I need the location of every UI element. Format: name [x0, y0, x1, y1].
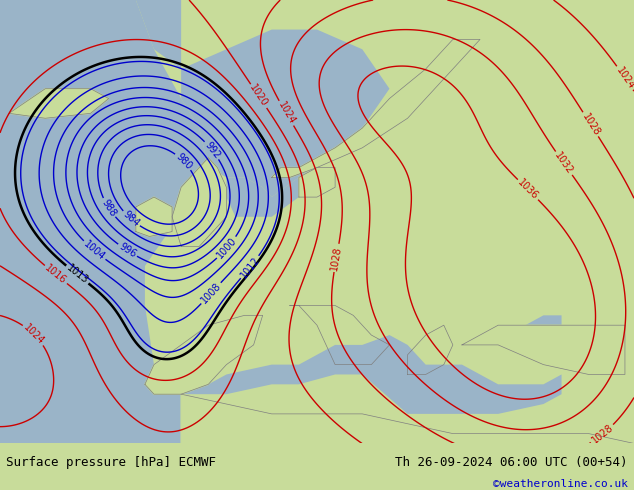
Text: 988: 988 — [100, 197, 118, 218]
Text: 1024: 1024 — [22, 322, 46, 346]
Text: ©weatheronline.co.uk: ©weatheronline.co.uk — [493, 479, 628, 489]
Polygon shape — [272, 39, 480, 177]
Polygon shape — [136, 197, 172, 237]
Polygon shape — [226, 168, 317, 217]
Polygon shape — [145, 316, 262, 394]
Text: 1024: 1024 — [614, 65, 634, 91]
Polygon shape — [181, 394, 634, 443]
Polygon shape — [172, 158, 226, 246]
Text: 1004: 1004 — [82, 239, 107, 262]
Text: 1028: 1028 — [330, 245, 344, 271]
Text: 1008: 1008 — [199, 281, 223, 306]
Polygon shape — [480, 316, 562, 345]
Text: Th 26-09-2024 06:00 UTC (00+54): Th 26-09-2024 06:00 UTC (00+54) — [395, 457, 628, 469]
Text: 1032: 1032 — [553, 150, 575, 176]
Text: 1000: 1000 — [215, 235, 239, 260]
Text: 996: 996 — [117, 241, 138, 260]
Text: 1016: 1016 — [43, 263, 68, 286]
Text: 1012: 1012 — [238, 254, 262, 280]
Text: 1020: 1020 — [248, 83, 269, 109]
Polygon shape — [462, 325, 625, 374]
Polygon shape — [299, 168, 335, 197]
Text: 980: 980 — [174, 151, 193, 172]
Polygon shape — [0, 0, 209, 443]
Text: 984: 984 — [121, 209, 141, 229]
Text: 1028: 1028 — [590, 422, 615, 446]
Text: 992: 992 — [202, 140, 222, 161]
Text: Surface pressure [hPa] ECMWF: Surface pressure [hPa] ECMWF — [6, 457, 216, 469]
Polygon shape — [9, 89, 108, 118]
Text: 1013: 1013 — [65, 263, 90, 286]
Text: 1036: 1036 — [515, 177, 540, 202]
Text: 1028: 1028 — [580, 111, 602, 137]
Polygon shape — [181, 335, 562, 414]
Polygon shape — [136, 0, 389, 197]
Text: 1024: 1024 — [276, 100, 297, 126]
